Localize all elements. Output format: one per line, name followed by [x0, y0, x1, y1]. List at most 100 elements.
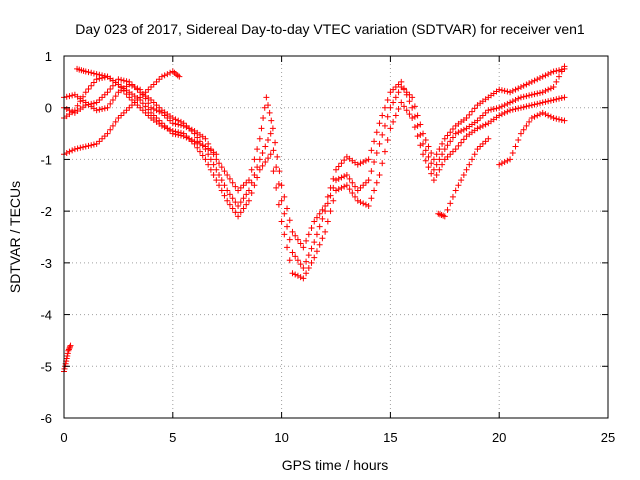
data-point	[384, 96, 391, 103]
data-point	[93, 99, 100, 106]
data-point	[270, 168, 277, 175]
data-point	[439, 140, 446, 147]
data-point	[373, 179, 380, 186]
data-point	[286, 257, 293, 264]
data-point	[537, 100, 543, 107]
data-point	[509, 98, 516, 105]
data-point	[392, 94, 399, 101]
data-point	[69, 147, 76, 154]
data-point	[248, 179, 255, 186]
data-point	[300, 265, 307, 272]
data-point	[65, 347, 72, 354]
data-point	[545, 112, 552, 119]
data-point	[458, 139, 465, 146]
data-point	[528, 115, 535, 122]
x-axis-label: GPS time / hours	[282, 457, 389, 473]
data-point	[371, 159, 378, 166]
data-point	[93, 76, 100, 83]
data-point	[82, 68, 89, 75]
data-point	[444, 153, 451, 160]
data-point	[531, 77, 538, 84]
data-point	[517, 84, 524, 91]
data-point	[213, 151, 220, 158]
data-point	[441, 213, 448, 220]
data-point	[158, 120, 165, 127]
data-point	[205, 151, 212, 158]
data-point	[64, 350, 71, 357]
data-point	[322, 202, 329, 209]
data-point	[466, 161, 473, 168]
plot-frame	[63, 55, 609, 419]
data-point	[458, 177, 465, 184]
data-point	[96, 106, 103, 113]
data-point	[537, 74, 543, 81]
data-point	[256, 166, 263, 173]
data-point	[272, 139, 279, 146]
data-point	[507, 99, 514, 106]
data-point	[319, 206, 326, 213]
data-point	[447, 129, 454, 136]
data-point	[313, 231, 320, 238]
data-point	[384, 113, 391, 120]
data-point	[274, 153, 281, 160]
data-point	[139, 91, 146, 98]
data-point	[120, 109, 127, 116]
data-point	[409, 115, 416, 122]
data-point	[172, 116, 179, 123]
data-point	[88, 82, 95, 89]
data-point	[77, 98, 84, 105]
data-point	[123, 107, 130, 114]
data-point	[477, 124, 484, 131]
data-point	[425, 164, 432, 171]
data-point	[528, 102, 535, 109]
data-point	[308, 245, 315, 252]
data-point	[542, 87, 549, 94]
data-point	[352, 183, 359, 190]
data-point	[85, 69, 92, 76]
data-point	[148, 109, 155, 116]
data-point	[194, 144, 201, 151]
data-point	[357, 199, 364, 206]
data-point	[305, 231, 312, 238]
data-point	[129, 96, 135, 103]
data-point	[341, 173, 348, 180]
data-point	[69, 92, 76, 99]
data-point	[411, 103, 418, 110]
data-point	[289, 228, 296, 235]
data-point	[289, 270, 296, 277]
data-point	[85, 142, 92, 149]
data-point	[194, 134, 201, 141]
data-point	[479, 122, 486, 129]
data-point	[531, 91, 538, 98]
data-point	[545, 71, 552, 78]
data-point	[496, 161, 503, 168]
data-point	[88, 69, 95, 76]
data-point	[93, 107, 100, 114]
data-point	[145, 112, 152, 119]
data-point	[303, 237, 310, 244]
data-point	[107, 126, 114, 133]
data-point	[96, 71, 103, 78]
data-point	[512, 86, 519, 93]
data-point	[507, 107, 514, 114]
data-point	[221, 182, 228, 189]
data-point	[66, 345, 73, 352]
data-point	[550, 68, 557, 75]
data-point	[286, 217, 293, 224]
data-point	[216, 182, 223, 189]
data-point	[175, 117, 182, 124]
data-point	[107, 100, 114, 107]
data-point	[71, 107, 78, 114]
data-point	[153, 115, 160, 122]
data-point	[371, 187, 378, 194]
data-point	[126, 104, 133, 111]
data-point	[202, 135, 209, 142]
data-point	[273, 164, 280, 171]
data-point	[197, 140, 203, 147]
data-point	[545, 86, 552, 93]
data-point	[232, 209, 239, 216]
data-point	[482, 121, 489, 128]
data-point	[101, 73, 108, 80]
data-point	[99, 72, 106, 79]
data-point	[120, 77, 127, 84]
